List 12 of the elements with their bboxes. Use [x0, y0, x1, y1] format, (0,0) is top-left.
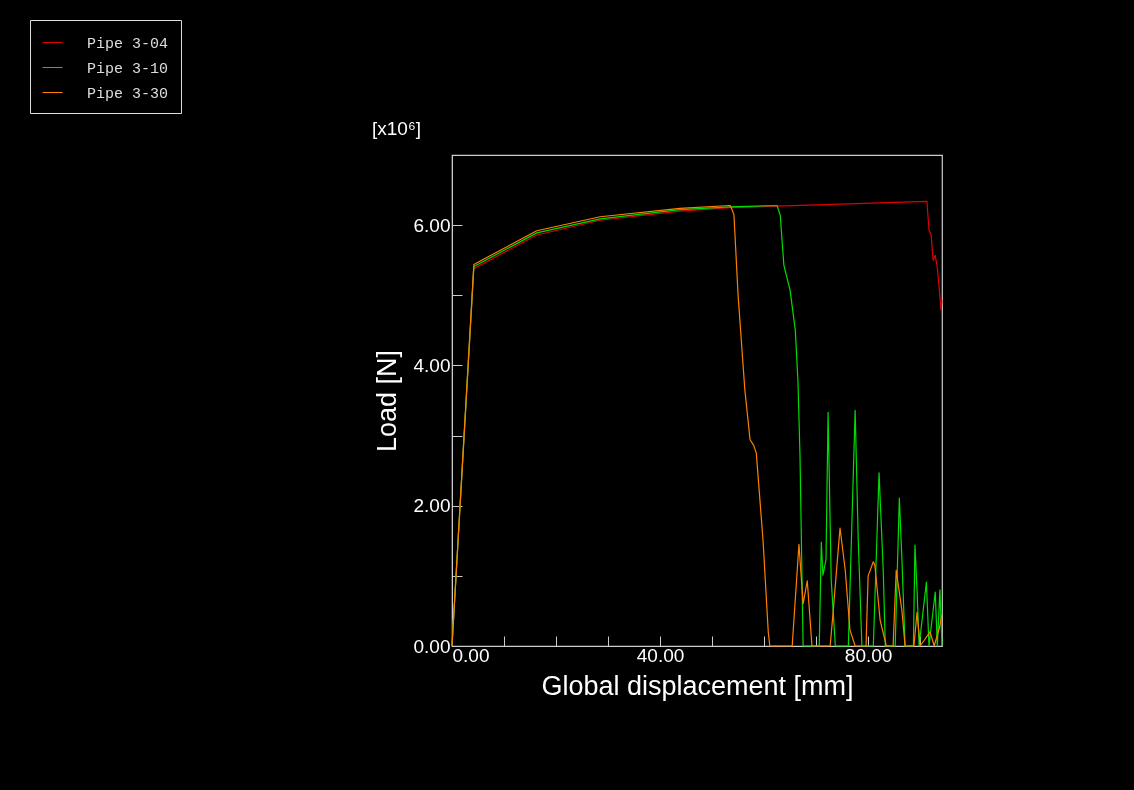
y-tick-label: 4.00 [413, 354, 451, 376]
legend-label: Pipe 3-04 [87, 35, 169, 53]
x-axis-title: Global displacement [mm] [541, 670, 854, 701]
y-tick-label: 6.00 [413, 214, 451, 236]
y-tick-label: 2.00 [413, 495, 451, 517]
x-tick-label: 40.00 [636, 644, 685, 666]
legend-label: Pipe 3-30 [87, 85, 169, 103]
x-tick-label: 80.00 [844, 644, 893, 666]
legend-label: Pipe 3-10 [87, 60, 169, 78]
x-tick-label: 0.00 [452, 644, 490, 666]
y-axis-title: Load [N] [371, 349, 402, 453]
text: [x10⁶] [372, 118, 422, 139]
